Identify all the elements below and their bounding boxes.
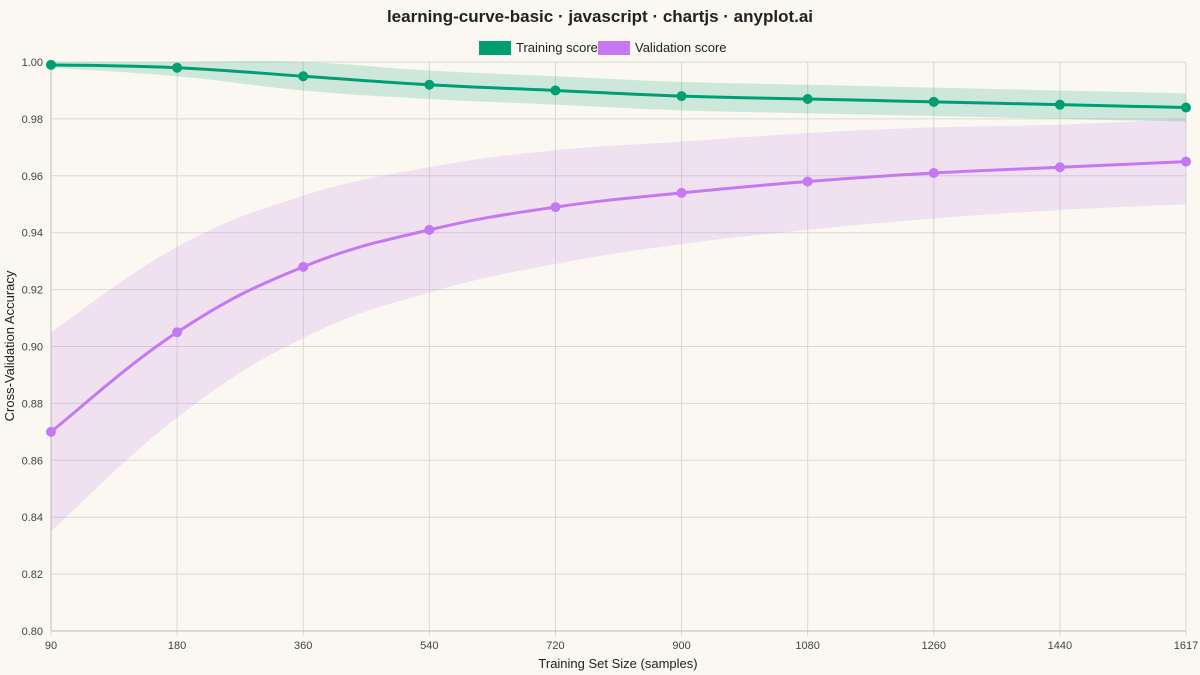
legend-item-training[interactable]: Training score [479,40,598,55]
data-point-training[interactable] [550,85,561,96]
legend-swatch-training [479,41,511,55]
y-tick-label: 0.90 [22,342,43,354]
x-tick-label: 720 [546,640,564,652]
y-tick-label: 0.94 [22,228,43,240]
y-axis-ticks: 0.80 0.82 0.84 0.86 0.88 0.90 0.92 0.94 0.96 0.98… [22,57,43,638]
data-point-validation[interactable] [550,202,561,213]
y-tick-label: 0.96 [22,171,43,183]
data-point-validation[interactable] [46,426,56,437]
series-line-validation [50,160,1187,434]
x-tick-label: 1080 [795,640,819,652]
legend-swatch-validation [598,41,630,55]
x-tick-label: 360 [294,640,312,652]
data-point-validation[interactable] [298,261,309,272]
data-points [46,59,1191,437]
y-tick-label: 0.82 [22,569,43,581]
y-tick-label: 1.00 [22,57,43,69]
confidence-band-training [51,61,1186,122]
data-point-training[interactable] [46,59,56,70]
chart-title: learning-curve-basic · javascript · char… [387,7,813,26]
legend-label-training: Training score [516,40,598,55]
y-tick-label: 0.88 [22,398,43,410]
x-tick-label: 180 [168,640,186,652]
legend-label-validation: Validation score [635,40,727,55]
x-tick-label: 1617 [1174,640,1198,652]
data-point-validation[interactable] [1181,156,1191,167]
data-point-validation[interactable] [424,224,435,235]
series-line-training [50,63,1187,110]
x-tick-label: 540 [420,640,438,652]
data-point-training[interactable] [1054,99,1065,110]
x-tick-label: 90 [45,640,57,652]
data-point-training[interactable] [172,62,183,73]
confidence-band-validation [51,118,1186,532]
y-tick-label: 0.98 [22,114,43,126]
x-tick-label: 1440 [1048,640,1072,652]
data-point-training[interactable] [802,93,813,104]
data-point-training[interactable] [424,79,435,90]
data-point-validation[interactable] [928,167,939,178]
data-point-validation[interactable] [676,187,687,198]
data-point-validation[interactable] [172,327,183,338]
data-point-training[interactable] [298,71,309,82]
legend-item-validation[interactable]: Validation score [598,40,727,55]
data-point-validation[interactable] [1054,162,1065,173]
confidence-bands [51,61,1186,532]
data-point-training[interactable] [1181,102,1191,113]
data-point-training[interactable] [928,96,939,107]
x-tick-label: 1260 [922,640,946,652]
y-axis-title: Cross-Validation Accuracy [2,270,17,421]
x-axis-ticks: 90 180 360 540 720 900 1080 1260 1440 1617 [45,640,1198,652]
y-tick-label: 0.80 [22,626,43,638]
y-tick-label: 0.84 [22,512,43,524]
series-lines [50,63,1187,434]
x-axis-title: Training Set Size (samples) [538,656,697,671]
data-point-validation[interactable] [802,176,813,187]
data-point-training[interactable] [676,91,687,102]
y-tick-label: 0.86 [22,455,43,467]
legend: Training score Validation score [479,40,727,55]
y-tick-label: 0.92 [22,285,43,297]
x-tick-label: 900 [672,640,690,652]
grid [50,61,1187,636]
